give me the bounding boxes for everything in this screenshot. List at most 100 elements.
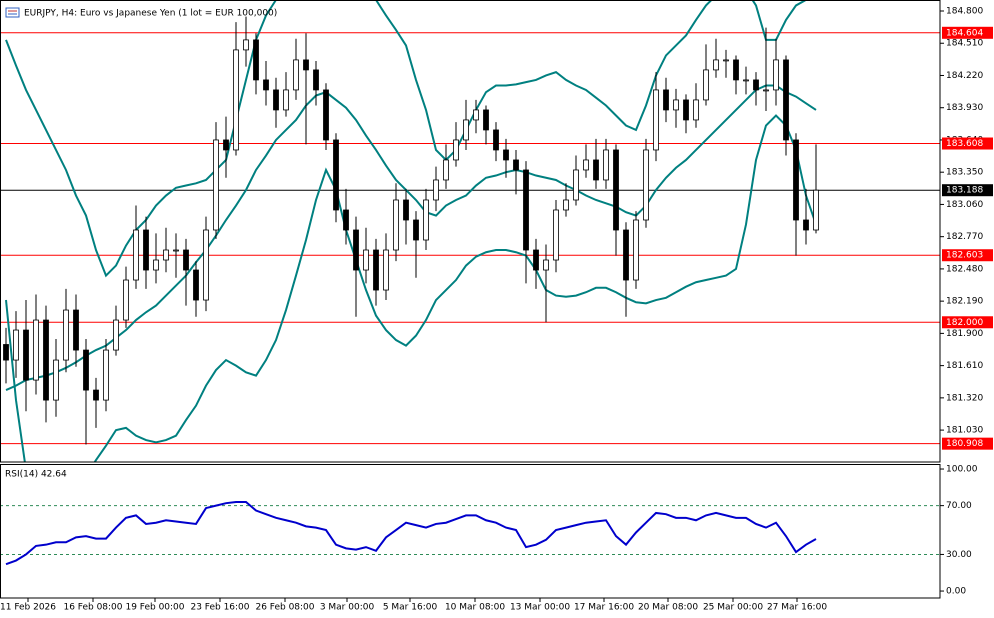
candle-body [793, 139, 799, 221]
rsi-line [5, 500, 817, 566]
rsi-title: RSI(14) 42.64 [5, 470, 67, 480]
level-line-label: 180.908 [946, 439, 983, 449]
x-tick-label: 5 Mar 16:00 [383, 603, 438, 613]
y-tick-label: 30.00 [946, 550, 972, 560]
candle-body [613, 149, 619, 231]
candle-body [33, 319, 39, 381]
y-tick-label: 0.00 [946, 587, 966, 597]
candle-body [683, 99, 689, 121]
candle-body [493, 129, 499, 151]
current-price-line-label: 183.188 [946, 186, 983, 196]
candle-body [213, 139, 219, 231]
candle-body [663, 89, 669, 111]
candle-body [523, 169, 529, 251]
candle-body [593, 159, 599, 181]
candle-body [63, 309, 69, 361]
level-line-box [942, 249, 993, 262]
x-tick-label: 19 Feb 00:00 [125, 603, 184, 613]
bollinger-band [5, 84, 817, 391]
x-tick-label: 25 Mar 00:00 [703, 603, 763, 613]
candle-body [453, 139, 459, 161]
candle-body [583, 159, 589, 171]
y-tick-label: 182.190 [946, 297, 983, 307]
level-line-label: 182.000 [946, 318, 983, 328]
y-tick-label: 182.770 [946, 232, 983, 242]
candle-body [333, 139, 339, 211]
rsi-frame [0, 464, 941, 599]
y-tick-label: 184.510 [946, 39, 983, 49]
y-tick-label: 181.610 [946, 361, 983, 371]
candle-body [93, 389, 99, 401]
candle-body [23, 329, 29, 381]
candle-body [383, 249, 389, 291]
candle-body [483, 109, 489, 131]
current-price-line-box [942, 184, 993, 197]
candle-body [703, 69, 709, 101]
candle-body [113, 319, 119, 351]
y-tick-label: 183.350 [946, 168, 983, 178]
candle-body [13, 329, 19, 361]
candle-body [753, 79, 759, 91]
candle-body [603, 149, 609, 181]
x-tick-label: 13 Mar 00:00 [510, 603, 570, 613]
candle-body [713, 59, 719, 71]
rsi-pane [0, 500, 940, 566]
candle-body [473, 109, 479, 121]
candle-body [763, 89, 769, 92]
candle-body [513, 159, 519, 171]
candle-body [423, 199, 429, 241]
candle-body [83, 349, 89, 391]
candle-body [353, 229, 359, 271]
candle-body [133, 229, 139, 281]
y-tick-label: 184.220 [946, 71, 983, 81]
candle-body [653, 89, 659, 151]
candle-body [733, 59, 739, 81]
level-line-label: 182.603 [946, 251, 983, 261]
level-line-box [942, 26, 993, 39]
candle-body [643, 149, 649, 221]
candle-body [413, 219, 419, 241]
candle-body [293, 59, 299, 91]
y-tick-label: 100.00 [946, 465, 978, 475]
candle-body [163, 249, 169, 261]
candle-body [543, 259, 549, 271]
candle-body [283, 89, 289, 111]
candle-body [363, 249, 369, 271]
candle-body [623, 229, 629, 281]
level-line-label: 184.604 [946, 28, 983, 38]
x-tick-label: 26 Feb 08:00 [255, 603, 314, 613]
level-line-box [942, 437, 993, 450]
x-tick-label: 11 Feb 2026 [0, 603, 56, 613]
candle-body [313, 69, 319, 91]
y-tick-label: 184.800 [946, 7, 983, 17]
candle-body [173, 249, 179, 252]
candle-body [3, 344, 9, 361]
symbol-icon [5, 7, 20, 18]
candle-body [433, 179, 439, 201]
candle-body [783, 59, 789, 141]
candle-body [463, 119, 469, 141]
candle-body [553, 209, 559, 261]
x-tick-label: 20 Mar 08:00 [638, 603, 698, 613]
x-tick-label: 27 Mar 16:00 [767, 603, 827, 613]
candle-body [563, 199, 569, 211]
candle-body [373, 249, 379, 291]
candle-body [223, 139, 229, 151]
candle-body [243, 39, 249, 51]
candle-body [43, 319, 49, 401]
y-tick-label: 70.00 [946, 501, 972, 511]
candle-body [303, 59, 309, 71]
candle-body [233, 49, 239, 151]
candle-body [503, 149, 509, 161]
y-tick-label: 181.030 [946, 426, 983, 436]
candle-body [633, 219, 639, 281]
x-tick-label: 17 Mar 16:00 [574, 603, 634, 613]
candle-body [323, 89, 329, 141]
candle-body [263, 79, 269, 91]
candle-body [693, 99, 699, 121]
candle-body [813, 189, 819, 231]
x-tick-label: 3 Mar 00:00 [320, 603, 375, 613]
bollinger-band [5, 0, 809, 278]
